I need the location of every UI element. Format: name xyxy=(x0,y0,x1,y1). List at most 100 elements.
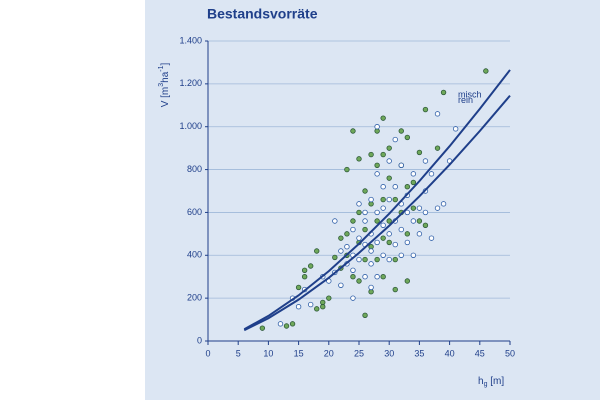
point xyxy=(392,286,398,293)
point xyxy=(452,126,459,132)
point xyxy=(380,115,386,121)
point xyxy=(404,134,411,141)
point xyxy=(386,256,392,263)
point xyxy=(398,128,404,134)
point xyxy=(350,218,356,224)
y-tick-label: 400 xyxy=(187,250,202,260)
point xyxy=(434,145,441,151)
point xyxy=(368,284,374,291)
point xyxy=(356,156,362,162)
point xyxy=(392,184,398,190)
y-tick-label: 600 xyxy=(187,207,202,217)
point xyxy=(386,231,392,237)
x-tick-label: 40 xyxy=(445,348,455,358)
point xyxy=(362,256,368,263)
point xyxy=(362,274,368,280)
point xyxy=(374,162,380,168)
point xyxy=(368,248,374,254)
point xyxy=(314,248,320,254)
point xyxy=(410,218,417,224)
point xyxy=(380,151,386,158)
point xyxy=(289,321,296,327)
point xyxy=(356,256,362,263)
point xyxy=(410,179,417,186)
x-tick-label: 5 xyxy=(236,348,241,358)
x-tick-label: 10 xyxy=(263,348,273,358)
point xyxy=(380,196,386,203)
point xyxy=(483,68,489,74)
point xyxy=(374,209,380,216)
point xyxy=(356,209,362,216)
point xyxy=(380,222,386,228)
x-tick-label: 15 xyxy=(294,348,304,358)
point xyxy=(332,218,338,224)
point xyxy=(374,239,380,246)
point xyxy=(386,239,392,246)
point xyxy=(356,201,362,207)
point xyxy=(277,321,284,327)
point xyxy=(386,175,392,181)
point xyxy=(356,235,362,241)
point xyxy=(386,196,392,203)
x-tick-label: 45 xyxy=(475,348,485,358)
x-tick-label: 50 xyxy=(505,348,515,358)
point xyxy=(422,158,429,164)
point xyxy=(428,235,435,241)
point xyxy=(392,256,398,263)
point xyxy=(392,196,398,203)
point xyxy=(386,145,392,151)
curve xyxy=(243,94,511,332)
y-axis-label: V [m3ha-1] xyxy=(158,62,170,107)
x-tick-label: 20 xyxy=(324,348,334,358)
chart-title: Bestandsvorräte xyxy=(207,6,318,22)
point xyxy=(314,306,320,312)
point xyxy=(374,218,380,224)
point xyxy=(422,222,429,228)
point xyxy=(350,274,356,280)
point xyxy=(338,235,344,241)
y-tick-label: 1.200 xyxy=(179,78,202,88)
point xyxy=(362,188,368,194)
point xyxy=(392,136,398,143)
point xyxy=(416,231,423,237)
point xyxy=(344,231,350,237)
point xyxy=(326,295,332,301)
point xyxy=(386,218,392,224)
point xyxy=(320,304,326,310)
y-tick-label: 0 xyxy=(197,335,202,345)
x-tick-label: 0 xyxy=(205,348,210,358)
point xyxy=(307,301,314,308)
point xyxy=(380,205,386,211)
y-tick-label: 1.400 xyxy=(179,35,202,45)
point xyxy=(368,261,374,267)
y-tick-label: 800 xyxy=(187,164,202,174)
point xyxy=(344,166,350,173)
point xyxy=(434,111,441,117)
point xyxy=(398,162,404,168)
point xyxy=(398,252,404,258)
point xyxy=(350,295,356,301)
x-axis-label: hg [m] xyxy=(478,376,504,389)
point xyxy=(398,226,404,233)
point xyxy=(380,235,386,241)
point xyxy=(416,218,423,224)
point xyxy=(428,171,435,177)
point xyxy=(416,205,423,211)
point xyxy=(350,226,356,233)
point xyxy=(386,158,392,164)
point xyxy=(295,304,302,310)
curve-label: misch xyxy=(458,89,482,99)
point xyxy=(350,128,356,134)
point xyxy=(332,254,338,261)
point xyxy=(440,201,447,207)
point xyxy=(404,231,411,237)
point xyxy=(362,218,368,224)
point xyxy=(404,184,411,190)
point xyxy=(422,209,429,216)
point xyxy=(410,252,417,258)
point xyxy=(374,171,380,177)
point xyxy=(283,323,290,329)
point xyxy=(410,171,417,177)
point xyxy=(362,226,368,233)
